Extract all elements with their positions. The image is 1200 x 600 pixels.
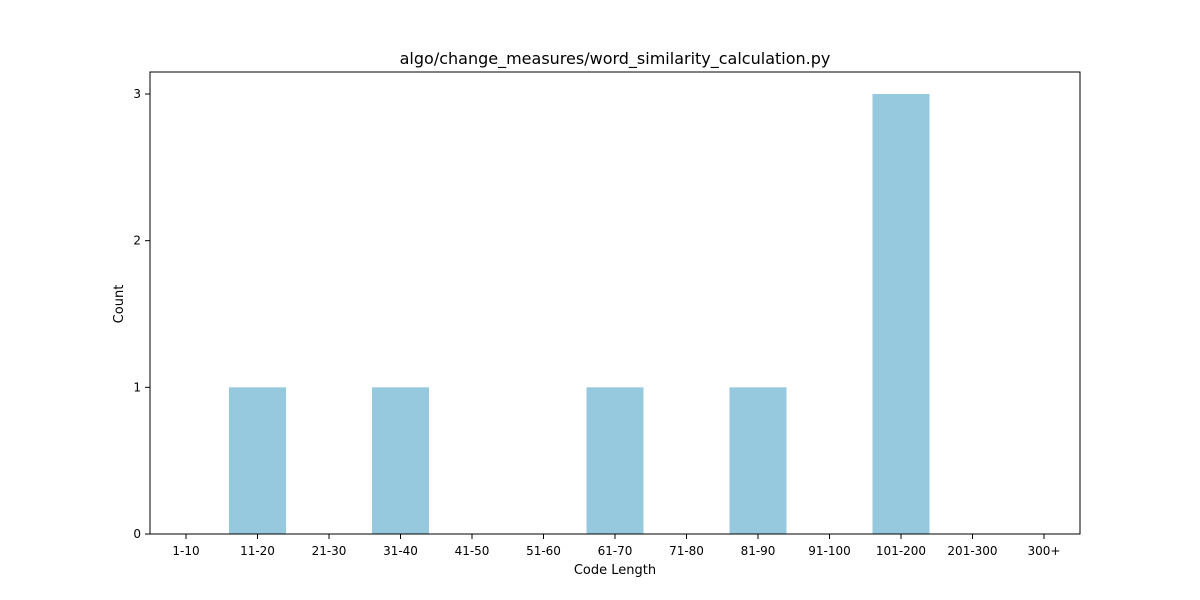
x-tick-label-81-90: 81-90 [741, 544, 776, 558]
x-tick-label-201-300: 201-300 [947, 544, 997, 558]
x-tick-label-41-50: 41-50 [455, 544, 490, 558]
x-tick-label-101-200: 101-200 [876, 544, 926, 558]
bar-61-70 [586, 387, 644, 534]
y-tick-label-2: 2 [133, 234, 141, 248]
bar-31-40 [372, 387, 429, 534]
bar-101-200 [872, 94, 930, 534]
x-tick-label-21-30: 21-30 [312, 544, 347, 558]
y-axis-label: Count [112, 285, 127, 324]
y-tick-label-0: 0 [133, 527, 141, 541]
bar-81-90 [729, 387, 787, 534]
bar-11-20 [229, 387, 286, 534]
x-tick-label-1-10: 1-10 [172, 544, 199, 558]
x-tick-label-300+: 300+ [1028, 544, 1061, 558]
x-tick-label-31-40: 31-40 [383, 544, 418, 558]
x-tick-label-11-20: 11-20 [240, 544, 275, 558]
x-tick-label-71-80: 71-80 [669, 544, 704, 558]
x-tick-label-61-70: 61-70 [598, 544, 633, 558]
x-axis-label: Code Length [574, 563, 656, 578]
y-tick-label-1: 1 [133, 380, 141, 394]
x-tick-label-91-100: 91-100 [808, 544, 851, 558]
bars-layer [229, 94, 930, 534]
y-ticks-layer: 0 1 2 3 [133, 87, 150, 541]
y-tick-label-3: 3 [133, 87, 141, 101]
chart-title: algo/change_measures/word_similarity_cal… [400, 49, 831, 69]
x-ticks-layer: 1-10 11-20 21-30 31-40 41-50 51-60 61-70 71-80 8… [172, 534, 1060, 558]
x-tick-label-51-60: 51-60 [526, 544, 561, 558]
plot-frame [149, 71, 1081, 535]
